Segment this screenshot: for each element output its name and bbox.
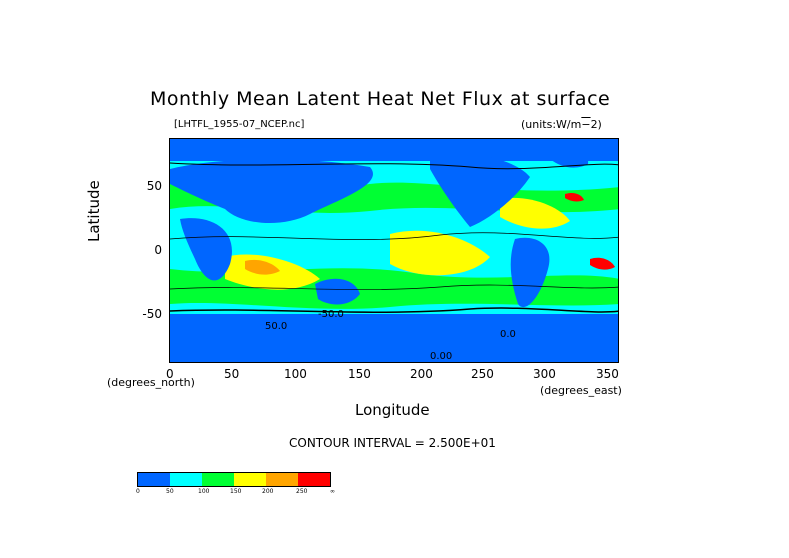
x-axis-label: Longitude [355,401,430,419]
africa [180,218,232,281]
greenland [550,147,589,168]
north-america [430,152,530,227]
y-axis-label: Latitude [85,180,103,242]
contour-label: -50.0 [318,309,344,320]
color-bar-swatch [298,473,330,486]
color-bar-label: 200 [262,488,274,495]
pacific-high [390,230,490,276]
color-bar-swatch [202,473,234,486]
color-bar-swatch [170,473,202,486]
units-label: (units:W/m−2) [521,118,602,131]
contour-line [170,162,618,170]
arctic-band [170,139,618,161]
x-tick-label: 250 [471,367,494,381]
red-patch-2 [565,192,584,202]
map-plot-area: -50.0 50.0 0.0 0.00 [169,138,619,363]
atlantic-high [500,197,570,229]
file-label: [LHTFL_1955-07_NCEP.nc] [174,119,305,130]
x-unit-east-label: (degrees_east) [540,384,622,397]
color-bar-label: 100 [198,488,210,495]
contour-interval-label: CONTOUR INTERVAL = 2.500E+01 [289,436,496,450]
x-unit-label: (degrees_north) [107,376,195,389]
x-tick-label: 150 [348,367,371,381]
x-tick-label: 300 [533,367,556,381]
x-tick-label: 100 [284,367,307,381]
south-america [510,237,550,308]
x-tick-label: 0 [166,367,174,381]
orange-patch-1 [245,259,280,275]
color-bar-swatch [234,473,266,486]
eurasia [170,159,373,224]
red-patch [590,257,615,270]
x-tick-label: 50 [224,367,240,381]
contour-line [170,284,618,290]
color-bar-label: 150 [230,488,242,495]
x-tick-label: 200 [410,367,433,381]
australia [315,278,360,305]
latent-heat-map: -50.0 50.0 0.0 0.00 [170,139,618,362]
contour-label: 0.00 [430,351,452,362]
color-bar-label: 0 [136,488,140,495]
color-bar-label: ∞ [330,488,335,495]
color-bar-swatch [138,473,170,486]
contour-label: 0.0 [500,329,516,340]
color-bar [137,472,331,487]
contour-line [170,307,618,313]
antarctic-band [170,314,618,362]
y-tick-label: -50 [142,307,162,321]
contour-label: 50.0 [265,321,287,332]
contour-line [170,232,618,240]
color-bar-label: 50 [166,488,174,495]
map-title: Monthly Mean Latent Heat Net Flux at sur… [150,88,611,110]
color-bar-swatch [266,473,298,486]
color-bar-label: 250 [296,488,308,495]
y-tick-label: 50 [146,179,162,193]
x-tick-label: 350 [596,367,619,381]
y-tick-label: 0 [154,243,162,257]
